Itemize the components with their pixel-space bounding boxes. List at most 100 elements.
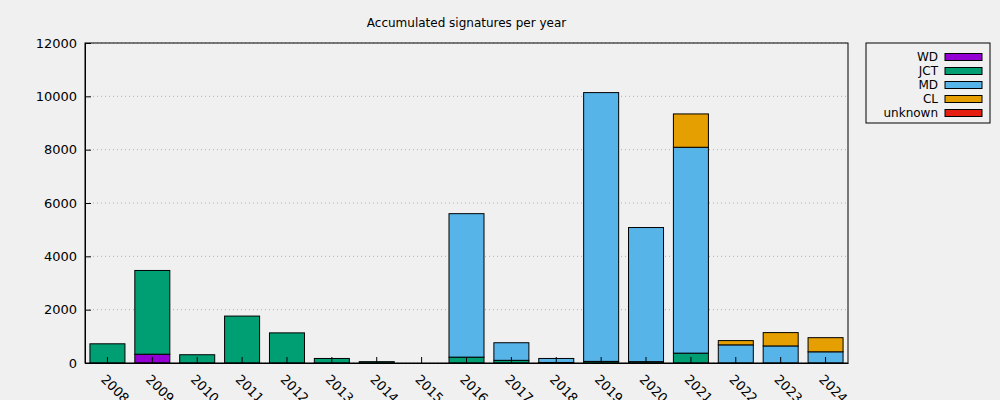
legend-swatch [945,96,982,103]
x-tick: 2019 [592,357,626,400]
y-tick-label: 12000 [36,36,77,51]
bar [718,341,753,345]
x-tick-mark [780,357,781,363]
bar [763,346,798,363]
legend-box [866,43,990,123]
bar [449,214,484,357]
x-tick-mark [421,357,422,363]
x-tick-label: 2010 [188,372,222,400]
series-3 [673,114,843,352]
y-tick-mark [85,256,91,257]
bar [90,343,125,344]
grid [85,43,848,363]
x-tick: 2011 [233,357,267,400]
bar [269,332,304,333]
x-tick: 2013 [323,357,357,400]
bar [629,227,664,228]
y-tick: 8000 [44,142,91,157]
x-tick-mark [197,357,198,363]
x-tick-mark [601,357,602,363]
x-tick-label: 2017 [502,372,536,400]
x-tick-label: 2022 [726,372,760,400]
x-tick-label: 2021 [682,372,716,400]
y-tick-mark [85,310,91,311]
bar [449,213,484,214]
legend-label: unknown [883,106,938,120]
x-tick: 2012 [278,357,312,400]
series-2 [449,93,843,363]
bar [584,93,619,362]
y-tick: 12000 [36,36,91,51]
x-tick-label: 2023 [771,372,805,400]
x-tick: 2014 [367,357,401,400]
x-tick: 2022 [726,357,760,400]
grid-line [85,149,848,150]
bar [763,332,798,333]
bar [135,270,170,354]
x-tick: 2009 [143,357,177,400]
x-tick-mark [107,357,108,363]
bar [225,316,260,317]
bar [135,270,170,271]
x-tick: 2018 [547,357,581,400]
x-tick: 2021 [682,357,716,400]
x-tick-mark [556,357,557,363]
x-tick: 2008 [98,357,132,400]
bar [180,354,215,355]
y-tick-label: 10000 [36,89,77,104]
bar [180,355,215,363]
series-0 [135,354,170,363]
bar [269,333,304,363]
x-tick-mark [152,357,153,363]
x-tick-label: 2014 [367,372,401,400]
bar [269,332,304,333]
legend-swatch [945,54,982,61]
x-tick-mark [825,357,826,363]
bar [449,213,484,214]
x-tick-label: 2020 [637,372,671,400]
bar [90,344,125,363]
bar [269,332,304,333]
bar [673,113,708,114]
bar [673,353,708,363]
bar [763,333,798,346]
bar [673,114,708,147]
x-tick-label: 2013 [323,372,357,400]
legend-swatch [945,82,982,89]
x-tick-label: 2008 [98,372,132,400]
legend: WDJCTMDCLunknown [866,43,990,123]
legend-label: WD [917,50,938,64]
x-tick-mark [242,357,243,363]
bar [494,342,529,343]
y-tick: 4000 [44,249,91,264]
x-tick-label: 2011 [233,372,267,400]
x-tick: 2016 [457,357,491,400]
bar [180,354,215,355]
legend-swatch [945,110,982,117]
x-tick-label: 2012 [278,372,312,400]
x-tick-label: 2019 [592,372,626,400]
y-tick: 10000 [36,89,91,104]
y-tick: 2000 [44,302,91,317]
x-tick: 2015 [412,357,446,400]
x-axis-line [86,363,849,364]
bar [673,147,708,353]
legend-label: MD [918,78,938,92]
bar [718,340,753,341]
y-tick-mark [85,96,91,97]
y-axis: 0 2000 4000 6000 8000 10000 12000 [36,36,91,371]
chart: 0200040006000800010000120002008200920102… [0,0,1000,400]
legend-swatch [945,68,982,75]
x-axis: 2008 2009 2010 2011 2012 2013 2014 2015 2016 2017… [86,357,851,400]
bar [225,316,260,317]
x-tick: 2024 [816,357,850,400]
bar [584,92,619,93]
x-tick-mark [376,357,377,363]
bar [808,352,843,363]
y-tick-label: 6000 [44,196,77,211]
x-tick-label: 2018 [547,372,581,400]
bar [629,228,664,362]
x-tick-mark [735,357,736,363]
x-tick-mark [331,357,332,363]
y-tick-label: 0 [69,356,77,371]
